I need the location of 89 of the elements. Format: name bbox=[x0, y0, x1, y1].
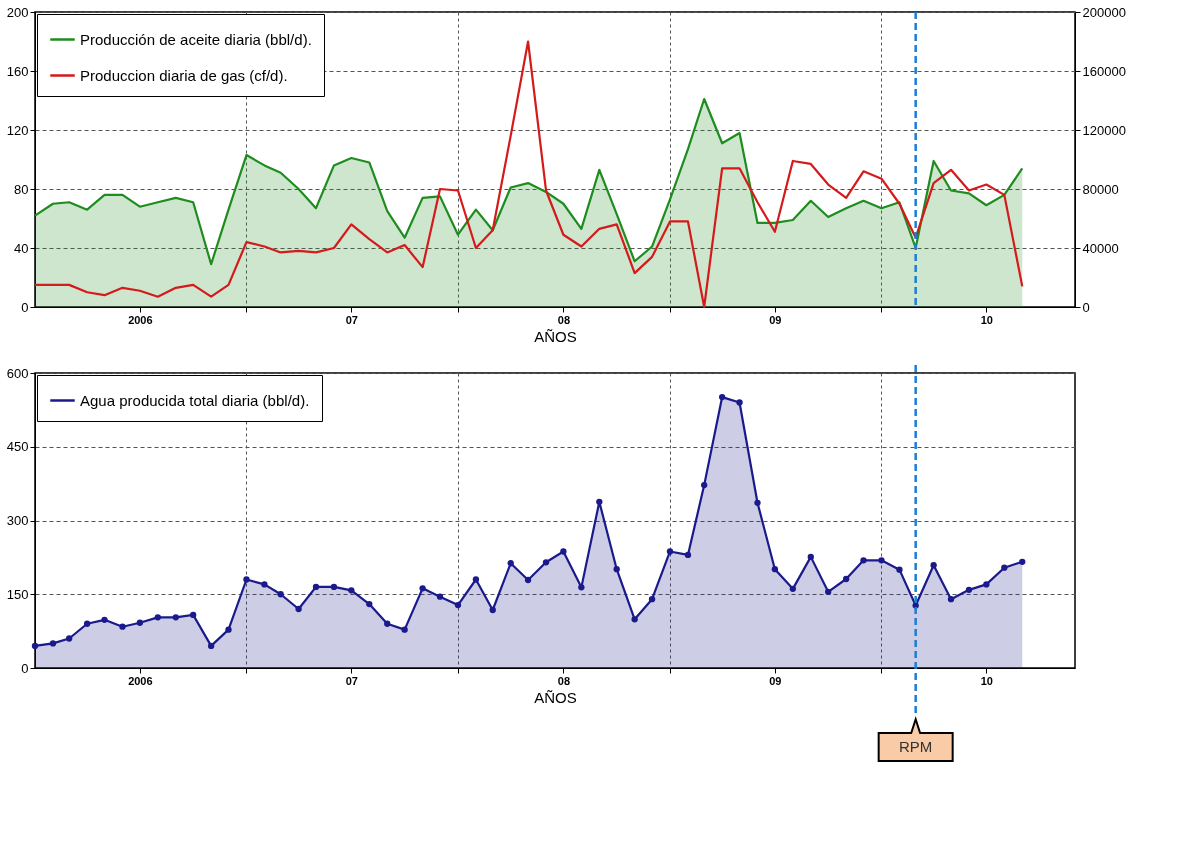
point bbox=[472, 576, 480, 583]
y2-tick-label: 200000 bbox=[1082, 4, 1126, 20]
point bbox=[542, 559, 550, 566]
point bbox=[261, 581, 268, 588]
y-tick-label: 0 bbox=[21, 660, 29, 676]
x-tick-label: 2006 bbox=[128, 313, 153, 326]
y-tick-label: 0 bbox=[21, 299, 29, 315]
point bbox=[277, 591, 284, 598]
point bbox=[190, 611, 197, 619]
point bbox=[366, 600, 373, 608]
point bbox=[718, 393, 726, 401]
point bbox=[807, 553, 814, 561]
point bbox=[101, 616, 108, 623]
point bbox=[172, 614, 179, 621]
x-tick-label: 10 bbox=[980, 313, 993, 326]
point bbox=[860, 557, 867, 564]
point bbox=[631, 616, 638, 623]
point bbox=[66, 635, 73, 642]
y2-tick-label: 160000 bbox=[1082, 63, 1126, 79]
point bbox=[825, 588, 832, 595]
point bbox=[947, 596, 955, 603]
y-tick-label: 40 bbox=[14, 240, 29, 256]
point bbox=[384, 620, 391, 627]
point bbox=[312, 583, 320, 591]
y2-tick-label: 40000 bbox=[1082, 240, 1119, 256]
point bbox=[930, 562, 937, 569]
point bbox=[613, 566, 620, 573]
y-tick-label: 600 bbox=[6, 365, 29, 381]
point bbox=[119, 623, 126, 630]
y-tick-label: 300 bbox=[6, 513, 29, 528]
point bbox=[207, 642, 215, 650]
y2-tick-label: 120000 bbox=[1082, 122, 1126, 138]
point bbox=[578, 584, 585, 591]
point bbox=[507, 560, 514, 567]
point bbox=[243, 576, 250, 583]
legend-label: Agua producida total diaria (bbl/d). bbox=[80, 391, 310, 409]
point bbox=[295, 605, 302, 613]
y-tick-label: 80 bbox=[14, 181, 29, 197]
ref-line-label: RPM bbox=[899, 738, 933, 755]
y-tick-label: 200 bbox=[6, 4, 29, 20]
point bbox=[83, 620, 91, 627]
point bbox=[878, 557, 885, 564]
y-tick-label: 120 bbox=[6, 122, 29, 138]
point bbox=[754, 499, 761, 506]
y-tick-label: 160 bbox=[6, 63, 29, 79]
x-tick-label: 07 bbox=[345, 674, 358, 687]
point bbox=[330, 583, 338, 591]
point bbox=[666, 548, 674, 555]
point bbox=[771, 566, 779, 573]
legend-label: Producción de aceite diaria (bbl/d). bbox=[80, 30, 312, 48]
x-tick-label: 07 bbox=[345, 313, 358, 326]
point bbox=[154, 614, 161, 621]
x-axis-title: AÑOS bbox=[534, 327, 577, 345]
point bbox=[560, 548, 567, 555]
point bbox=[225, 626, 232, 633]
legend-label: Produccion diaria de gas (cf/d). bbox=[80, 66, 288, 84]
point bbox=[789, 585, 796, 592]
point bbox=[348, 587, 355, 594]
point bbox=[436, 593, 444, 600]
x-tick-label: 08 bbox=[557, 313, 571, 326]
point bbox=[31, 642, 39, 650]
x-tick-label: 09 bbox=[769, 313, 782, 326]
y2-tick-label: 0 bbox=[1082, 299, 1090, 315]
x-axis-title: AÑOS bbox=[534, 688, 577, 706]
point bbox=[136, 619, 144, 626]
point bbox=[419, 585, 426, 592]
y2-tick-label: 80000 bbox=[1082, 181, 1119, 197]
point bbox=[701, 481, 708, 489]
x-tick-label: 10 bbox=[980, 674, 993, 687]
x-tick-label: 2006 bbox=[128, 674, 153, 687]
point bbox=[596, 498, 603, 505]
y-tick-label: 450 bbox=[6, 439, 29, 455]
x-tick-label: 08 bbox=[557, 674, 571, 687]
point bbox=[49, 640, 57, 647]
point bbox=[489, 606, 496, 614]
point bbox=[842, 575, 850, 583]
x-tick-label: 09 bbox=[769, 674, 782, 687]
point bbox=[983, 581, 990, 588]
point bbox=[524, 576, 532, 584]
point bbox=[401, 626, 408, 633]
y-tick-label: 150 bbox=[6, 586, 29, 602]
point bbox=[1019, 558, 1026, 565]
point bbox=[896, 566, 903, 573]
point bbox=[965, 586, 973, 593]
point bbox=[648, 596, 656, 603]
point bbox=[736, 399, 743, 406]
point bbox=[454, 601, 462, 609]
point bbox=[1001, 564, 1008, 571]
point bbox=[684, 551, 692, 559]
